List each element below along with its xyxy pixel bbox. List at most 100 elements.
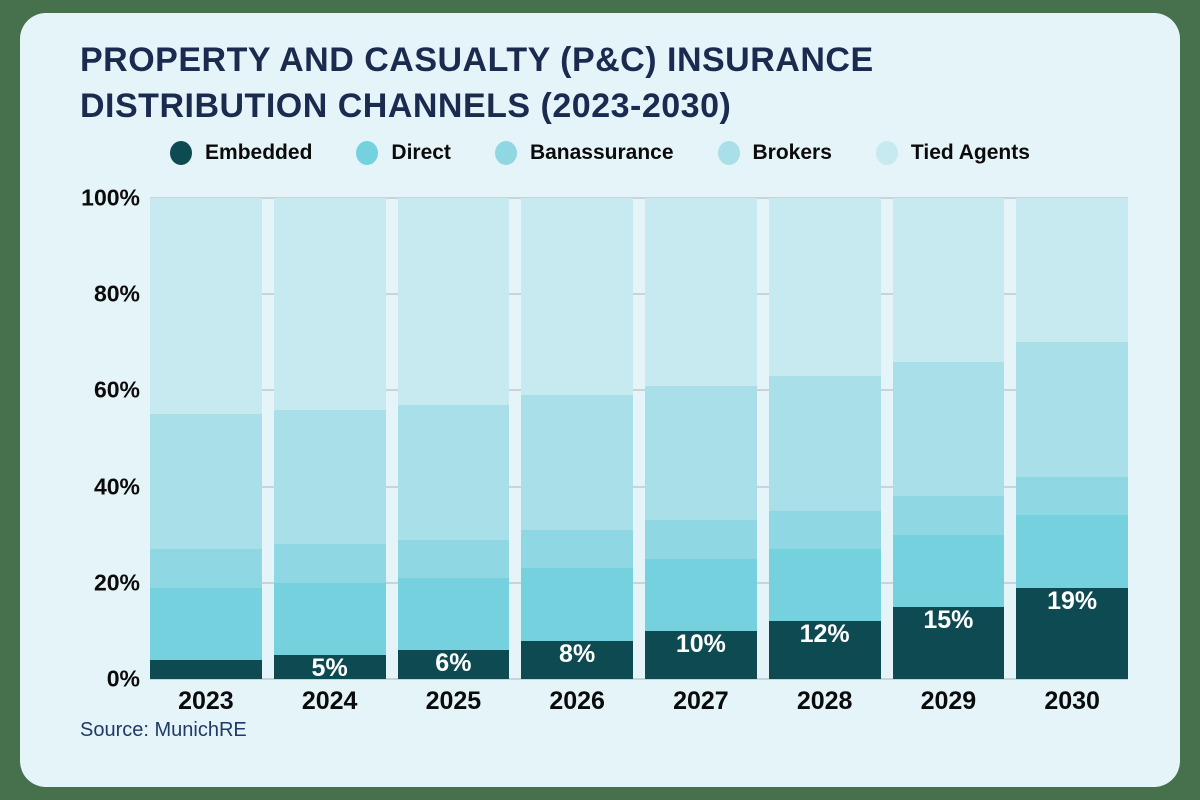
segment-brokers-2027 (645, 385, 757, 521)
x-axis-label-2025: 2025 (425, 687, 482, 715)
gridline-0 (150, 678, 1128, 680)
segment-direct-2023 (150, 587, 262, 660)
x-axis-label-2026: 2026 (549, 687, 605, 715)
segment-embedded-2024: 5% (273, 653, 386, 682)
gridline-60 (150, 389, 1128, 392)
segment-direct-2026 (521, 568, 633, 641)
x-axis: 2023 2024 2025 2026 2027 2028 2029 2030 (150, 687, 1128, 716)
bar-2025: 6% (397, 198, 510, 679)
plot-area: 5% 6% 8% 10% 12% 15% 19% (150, 197, 1128, 682)
legend-item-embedded: Embedded (170, 141, 312, 165)
bar-2026: 8% (521, 198, 633, 679)
segment-direct-2028 (768, 549, 881, 622)
legend-label-banassurance: Banassurance (529, 141, 674, 164)
x-axis-label-2024: 2024 (301, 687, 358, 715)
segment-tied-agents-2028 (768, 198, 881, 376)
y-axis: 0% 20% 40% 60% 80% 100% (20, 185, 140, 692)
legend-swatch-direct-icon (356, 141, 379, 165)
chart-title-line-2: DISTRIBUTION CHANNELS (2023-2030) (80, 87, 732, 125)
legend-item-tied-agents: Tied Agents (875, 141, 1030, 165)
segment-direct-2024 (273, 582, 386, 655)
bars: 5% 6% 8% 10% 12% 15% 19% (150, 198, 1128, 682)
x-axis-label-2027: 2027 (673, 687, 729, 715)
segment-brokers-2023 (150, 414, 262, 550)
x-axis-label-2028: 2028 (796, 687, 853, 715)
bar-value-label-2030: 19% (1047, 586, 1098, 615)
segment-embedded-2030: 19% (1016, 586, 1128, 679)
segment-embedded-2025: 6% (397, 649, 510, 679)
bar-value-label-2027: 10% (675, 629, 726, 658)
segment-tied-agents-2030 (1016, 198, 1128, 343)
bar-2027: 10% (645, 198, 757, 679)
y-axis-tick-80: 80% (93, 280, 140, 307)
segment-brokers-2024 (273, 409, 386, 545)
legend-label-direct: Direct (391, 141, 451, 164)
segment-direct-2030 (1016, 515, 1128, 588)
segment-embedded-2028: 12% (768, 620, 881, 679)
segment-tied-agents-2023 (150, 198, 262, 415)
legend-item-brokers: Brokers (717, 141, 832, 165)
bar-value-label-2028: 12% (799, 620, 850, 649)
segment-banassurance-2027 (645, 520, 757, 559)
segment-embedded-2026: 8% (521, 639, 633, 679)
segment-banassurance-2025 (397, 539, 510, 578)
legend-swatch-brokers-icon (717, 141, 740, 165)
segment-direct-2025 (397, 578, 510, 651)
segment-tied-agents-2027 (645, 198, 757, 386)
gridline-80 (150, 293, 1128, 296)
chart-area: 0% 20% 40% 60% 80% 100% 5% 6% 8% 10% 12% 15% 19% 20… (20, 185, 1180, 715)
x-axis-label-2023: 2023 (178, 687, 234, 715)
chart-title-line-1: PROPERTY AND CASUALTY (P&C) INSURANCE (80, 41, 874, 79)
segment-direct-2027 (645, 558, 757, 631)
y-axis-tick-0: 0% (106, 665, 140, 692)
segment-banassurance-2023 (150, 549, 262, 588)
chart-title: PROPERTY AND CASUALTY (P&C) INSURANCE DIS… (80, 37, 874, 129)
segment-banassurance-2028 (768, 510, 881, 550)
segment-banassurance-2024 (273, 544, 386, 583)
gridline-40 (150, 485, 1128, 488)
y-axis-tick-20: 20% (93, 569, 140, 596)
x-axis-label-2029: 2029 (920, 687, 977, 715)
segment-embedded-2023 (150, 659, 262, 679)
source-label: Source: MunichRE (80, 719, 247, 741)
legend-label-tied-agents: Tied Agents (910, 141, 1030, 164)
segment-brokers-2029 (892, 361, 1005, 497)
legend-label-brokers: Brokers (752, 141, 832, 164)
bar-value-label-2029: 15% (923, 605, 974, 634)
y-axis-tick-100: 100% (81, 184, 140, 211)
bar-2028: 12% (768, 198, 881, 679)
segment-brokers-2030 (1016, 342, 1128, 478)
gridline-100 (150, 197, 1128, 199)
bar-2024: 5% (273, 198, 386, 682)
bar-value-label-2026: 8% (559, 639, 596, 668)
bar-2030: 19% (1016, 198, 1128, 679)
segment-tied-agents-2025 (397, 198, 510, 405)
legend-swatch-embedded-icon (170, 141, 193, 165)
x-axis-label-2030: 2030 (1044, 687, 1100, 715)
segment-tied-agents-2026 (521, 198, 633, 396)
segment-embedded-2027: 10% (645, 629, 757, 679)
bar-2023 (150, 198, 262, 679)
segment-brokers-2025 (397, 404, 510, 540)
segment-tied-agents-2024 (273, 198, 386, 410)
y-axis-tick-40: 40% (93, 473, 140, 500)
bar-value-label-2025: 6% (435, 649, 472, 678)
segment-brokers-2028 (768, 376, 881, 511)
gridline-20 (150, 581, 1128, 584)
segment-banassurance-2026 (521, 529, 633, 569)
legend-swatch-banassurance-icon (494, 141, 517, 165)
legend: Embedded Direct Banassurance Brokers Tied Ag… (20, 141, 1180, 165)
segment-direct-2029 (892, 534, 1005, 607)
bar-value-label-2024: 5% (311, 653, 348, 682)
legend-item-direct: Direct (356, 141, 451, 165)
chart-card: PROPERTY AND CASUALTY (P&C) INSURANCE DIS… (20, 13, 1180, 787)
legend-swatch-tied-agents-icon (875, 141, 898, 165)
segment-tied-agents-2029 (892, 198, 1005, 362)
bar-2029: 15% (892, 198, 1005, 679)
segment-brokers-2026 (521, 395, 633, 530)
legend-label-embedded: Embedded (205, 141, 313, 164)
segment-embedded-2029: 15% (892, 605, 1005, 679)
y-axis-tick-60: 60% (93, 376, 140, 403)
segment-banassurance-2029 (892, 496, 1005, 535)
segment-banassurance-2030 (1016, 477, 1128, 516)
